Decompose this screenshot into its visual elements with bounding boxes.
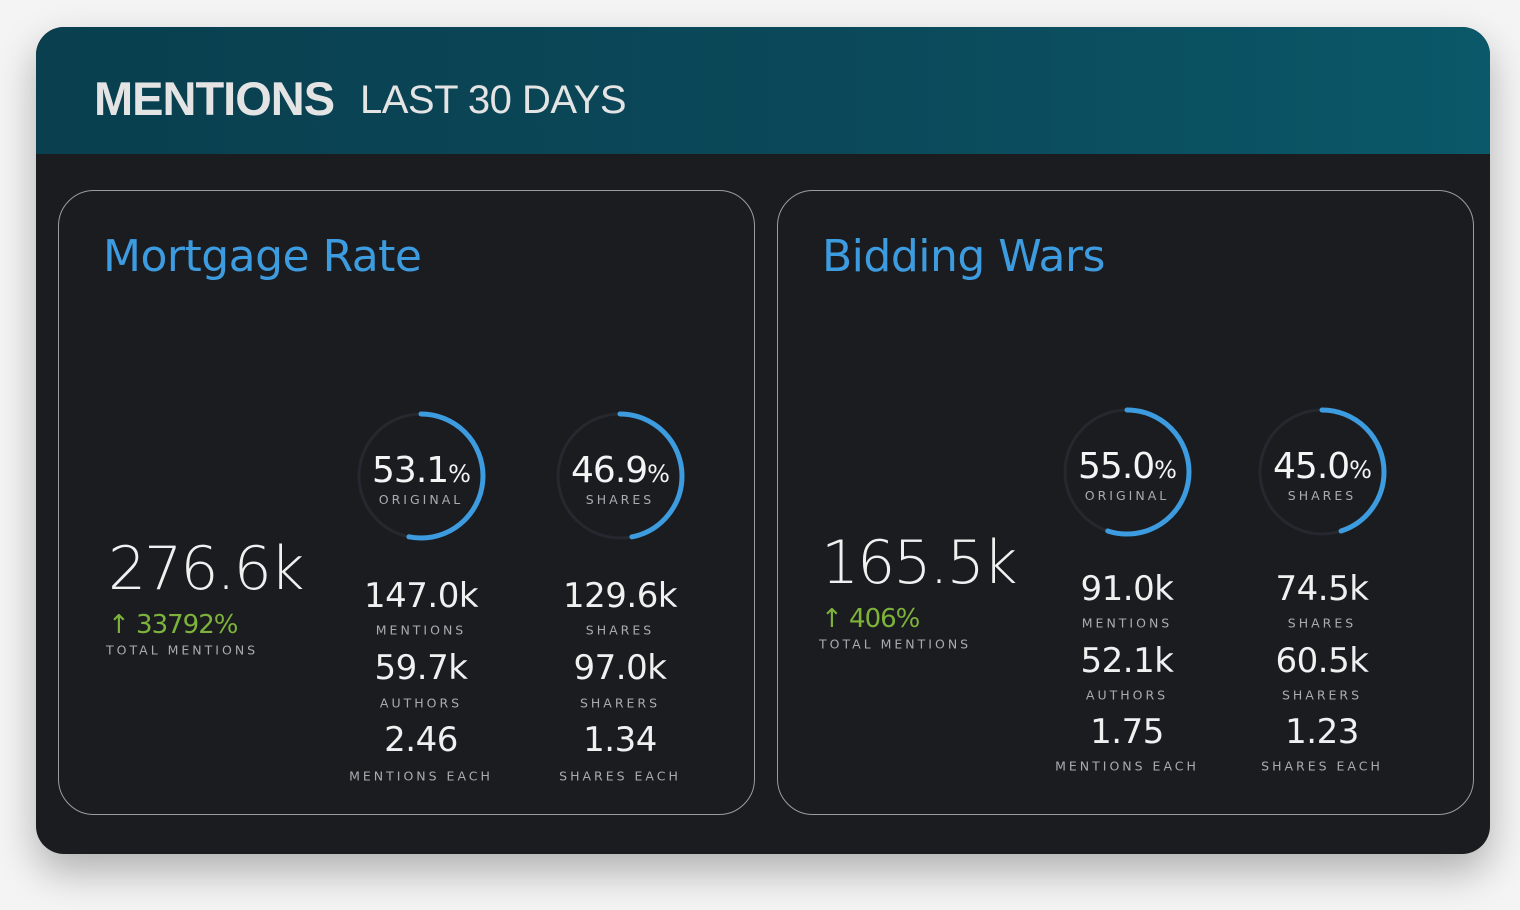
total-mentions-value: 165.5k	[821, 528, 1018, 598]
header-subtitle: LAST 30 DAYS	[360, 78, 627, 122]
topic-panel: Mortgage Rate 276.6k ↑ 33792% TOTAL MENT…	[58, 190, 755, 815]
gauge-label: SHARES	[1287, 488, 1357, 503]
total-mentions-label: TOTAL MENTIONS	[106, 642, 259, 658]
card-header: MENTIONS LAST 30 DAYS	[36, 27, 1490, 154]
shares-gauge: 45.0% SHARES	[1252, 402, 1392, 542]
gauge-percent: 46.9%	[571, 450, 670, 491]
stat-value: 52.1k	[1080, 641, 1174, 681]
gauge-percent: 55.0%	[1078, 446, 1177, 487]
stat-value: 91.0k	[1080, 569, 1174, 609]
stat-value: 59.7k	[374, 648, 468, 688]
stat-label: SHARES EACH	[559, 768, 681, 784]
gauge-label: SHARES	[585, 492, 655, 507]
stat-value: 74.5k	[1275, 569, 1369, 609]
stat-label: AUTHORS	[1085, 687, 1169, 703]
stat-label: SHARES EACH	[1261, 758, 1383, 774]
stat-value: 147.0k	[363, 576, 479, 616]
growth-percent: ↑ 406%	[821, 604, 920, 634]
topic-title: Mortgage Rate	[103, 231, 422, 282]
gauge-label: ORIGINAL	[378, 492, 464, 507]
gauge-percent: 53.1%	[372, 450, 471, 491]
stat-label: MENTIONS EACH	[349, 768, 493, 784]
gauge-arc	[1062, 407, 1192, 537]
stat-label: MENTIONS EACH	[1055, 758, 1199, 774]
gauge-percent: 45.0%	[1273, 446, 1372, 487]
stat-label: MENTIONS	[1081, 615, 1173, 631]
stat-value: 1.75	[1090, 712, 1164, 752]
gauge-arc	[555, 411, 685, 541]
total-mentions-label: TOTAL MENTIONS	[819, 636, 972, 652]
stat-value: 97.0k	[573, 648, 667, 688]
original-gauge: 55.0% ORIGINAL	[1057, 402, 1197, 542]
mentions-card: MENTIONS LAST 30 DAYS Mortgage Rate 276.…	[36, 27, 1490, 854]
stat-value: 60.5k	[1275, 641, 1369, 681]
stat-label: SHARERS	[579, 695, 661, 711]
stat-value: 129.6k	[562, 576, 678, 616]
total-mentions-value: 276.6k	[108, 534, 305, 604]
stat-label: SHARES	[1287, 615, 1357, 631]
gauge-arc	[356, 411, 486, 541]
header-title: MENTIONS	[94, 72, 335, 125]
stat-value: 1.34	[583, 720, 657, 760]
shares-gauge: 46.9% SHARES	[550, 406, 690, 546]
growth-percent: ↑ 33792%	[108, 610, 238, 640]
stat-label: AUTHORS	[379, 695, 463, 711]
gauge-arc	[1257, 407, 1387, 537]
stat-value: 2.46	[384, 720, 458, 760]
stat-label: SHARERS	[1281, 687, 1363, 703]
topic-title: Bidding Wars	[822, 231, 1105, 282]
gauge-label: ORIGINAL	[1084, 488, 1170, 503]
topic-panel: Bidding Wars 165.5k ↑ 406% TOTAL MENTION…	[777, 190, 1474, 815]
stat-value: 1.23	[1285, 712, 1359, 752]
stat-label: MENTIONS	[375, 622, 467, 638]
original-gauge: 53.1% ORIGINAL	[351, 406, 491, 546]
stat-label: SHARES	[585, 622, 655, 638]
